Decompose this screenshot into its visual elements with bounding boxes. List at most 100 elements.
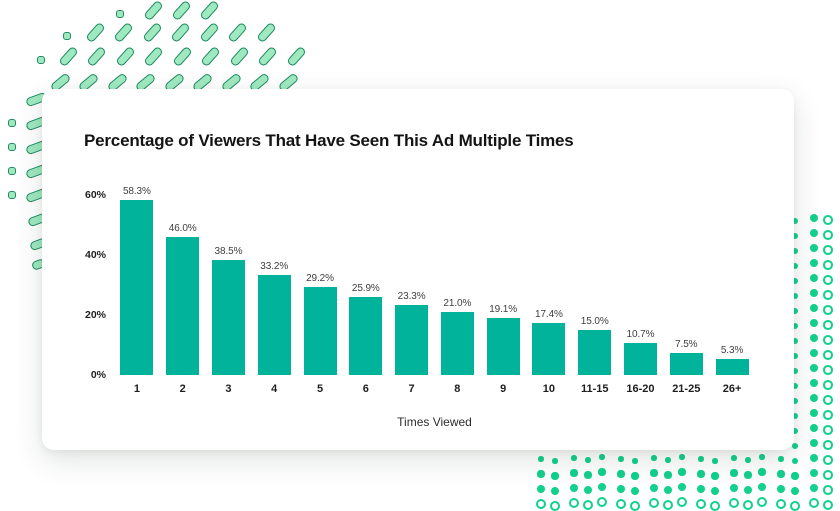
decor-ring [728, 497, 740, 509]
decor-ring [789, 500, 801, 511]
bar-value-label: 33.2% [260, 261, 289, 273]
decor-dot [810, 394, 818, 402]
x-tick-label: 26+ [722, 383, 742, 395]
decor-dot [810, 469, 818, 477]
bar-slot: 7.5% [663, 175, 709, 375]
decor-dash [170, 21, 191, 44]
decor-dash [229, 45, 250, 68]
x-tick-label: 8 [454, 383, 461, 395]
bar [120, 200, 154, 375]
decor-dot [618, 456, 624, 462]
decor-ring [823, 455, 833, 465]
decor-dash [85, 21, 106, 44]
bar [395, 305, 429, 375]
x-tick-label: 6 [362, 383, 369, 395]
decor-dot [696, 484, 706, 494]
decor-dot [650, 469, 658, 477]
y-tick-label: 40% [84, 249, 106, 261]
decor-dot-small [63, 32, 71, 40]
bar-value-label: 29.2% [306, 273, 334, 285]
bar-value-label: 25.9% [351, 283, 380, 295]
decor-dash [171, 0, 192, 22]
bar [440, 312, 474, 375]
decor-dash [257, 45, 278, 68]
decor-dash [58, 45, 79, 68]
bar [623, 342, 657, 375]
bar [166, 237, 200, 375]
decor-dot [730, 469, 738, 477]
decor-ring [823, 425, 833, 435]
decor-dash [199, 0, 220, 22]
decor-dash [256, 21, 277, 44]
x-tick-label: 16-20 [626, 383, 655, 395]
y-tick-label: 0% [90, 369, 106, 381]
bar [486, 317, 520, 375]
bar-slot: 58.3% [114, 175, 160, 375]
decor-ring [629, 500, 641, 511]
decor-dot [810, 214, 818, 222]
decor-dot [791, 457, 799, 465]
bar [211, 259, 245, 375]
decor-dot [663, 485, 673, 495]
decor-ring [823, 485, 833, 495]
bar-slot: 15.0% [572, 175, 618, 375]
decor-ring [823, 230, 833, 240]
decor-dot [791, 472, 799, 480]
y-axis: 0% 20% 40% 60% [42, 89, 110, 450]
bar [349, 297, 383, 375]
decor-dot-small [8, 143, 16, 151]
bar-slot: 46.0% [160, 175, 206, 375]
decor-dot [810, 259, 818, 267]
decor-ring [775, 498, 787, 510]
decor-dot [791, 442, 799, 450]
x-axis-title: Times Viewed [397, 415, 472, 429]
decor-ring [756, 496, 768, 508]
y-tick-label: 20% [84, 309, 106, 321]
decor-dot [758, 468, 766, 476]
decor-ring [823, 350, 833, 360]
decor-dot [571, 455, 577, 461]
decor-dot [677, 482, 687, 492]
bar-value-label: 23.3% [397, 291, 426, 303]
bar-series: 58.3% 46.0% 38.5% 33.2% 29.2% 25.9% 23.3% 21.0%… [114, 175, 755, 375]
decor-dash [86, 45, 107, 68]
decor-ring [549, 500, 561, 511]
decor-dot [731, 455, 737, 461]
x-axis-ticks: 1 2 3 4 5 6 7 8 9 10 11-15 16-20 21-25 26+ [114, 383, 755, 395]
x-tick-label: 10 [542, 383, 556, 395]
bar-value-label: 5.3% [720, 345, 744, 357]
bar-slot: 33.2% [251, 175, 297, 375]
x-tick-label: 2 [179, 383, 186, 395]
decor-dot [810, 289, 818, 297]
decor-dot [698, 456, 704, 462]
decor-dot [810, 409, 818, 417]
decor-dot [810, 454, 818, 462]
decor-dot [679, 454, 685, 460]
bar-slot: 23.3% [389, 175, 435, 375]
decor-dot [697, 470, 705, 478]
decor-dash [227, 21, 248, 44]
decor-dot [810, 349, 818, 357]
x-tick-label: 21-25 [672, 383, 701, 395]
x-tick-label: 4 [271, 383, 278, 395]
decor-dot [678, 468, 686, 476]
decor-ring [823, 290, 833, 300]
decor-ring [709, 500, 721, 511]
decor-dot [810, 319, 818, 327]
decor-dot [584, 471, 592, 479]
bar [532, 322, 566, 375]
decor-dot [538, 456, 544, 462]
decor-ring [823, 410, 833, 420]
bar-value-label: 17.4% [534, 308, 563, 320]
bar [669, 352, 703, 375]
decor-dot [776, 484, 786, 494]
decor-dot [810, 229, 818, 237]
bar-slot: 25.9% [343, 175, 389, 375]
decor-ring [823, 245, 833, 255]
decor-ring [695, 498, 707, 510]
decor-dot [710, 486, 720, 496]
decor-ring [648, 497, 660, 509]
bar-value-label: 10.7% [626, 328, 655, 340]
decor-dot [810, 304, 818, 312]
bar-value-label: 15.0% [580, 316, 609, 327]
